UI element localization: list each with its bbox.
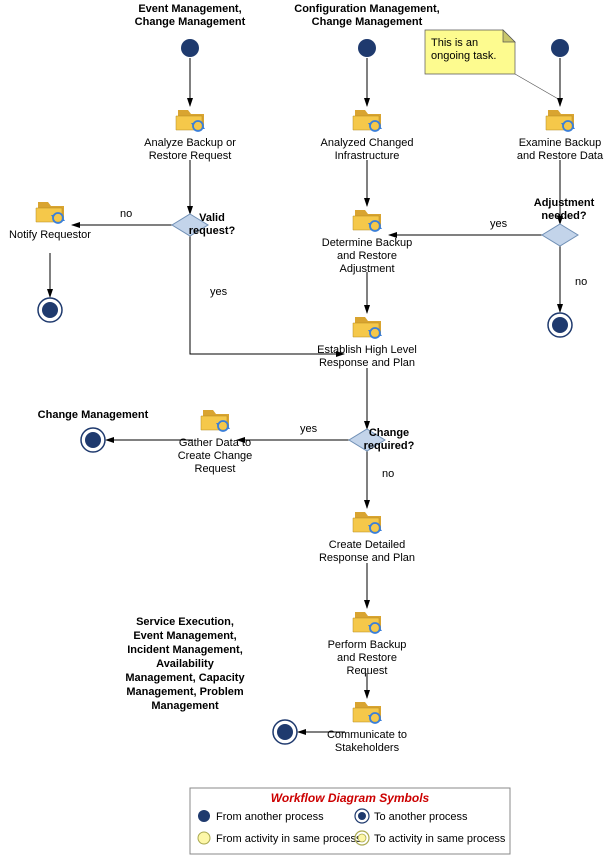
svg-text:and Restore: and Restore: [337, 250, 397, 262]
svg-text:Change Management: Change Management: [312, 16, 423, 28]
svg-text:Management, Capacity: Management, Capacity: [125, 672, 245, 684]
decision-node: [542, 224, 578, 246]
svg-text:Change Management: Change Management: [38, 409, 149, 421]
svg-text:Communicate to: Communicate to: [327, 729, 407, 741]
svg-text:Analyzed Changed: Analyzed Changed: [321, 137, 414, 149]
svg-text:Workflow Diagram Symbols: Workflow Diagram Symbols: [271, 791, 430, 805]
svg-text:Incident Management,: Incident Management,: [127, 644, 243, 656]
svg-text:Valid: Valid: [199, 212, 225, 224]
start-node: [551, 39, 569, 57]
svg-text:Notify Requestor: Notify Requestor: [9, 229, 91, 241]
svg-text:Create Detailed: Create Detailed: [329, 539, 405, 551]
svg-text:ongoing task.: ongoing task.: [431, 50, 496, 62]
svg-text:Analyze Backup or: Analyze Backup or: [144, 137, 236, 149]
svg-text:Request: Request: [347, 665, 388, 677]
svg-text:Perform Backup: Perform Backup: [328, 639, 407, 651]
svg-text:yes: yes: [300, 423, 318, 435]
svg-text:Change: Change: [369, 427, 409, 439]
svg-text:and Restore: and Restore: [337, 652, 397, 664]
svg-text:Stakeholders: Stakeholders: [335, 742, 400, 754]
svg-text:yes: yes: [210, 286, 228, 298]
svg-text:Request: Request: [195, 463, 236, 475]
svg-text:To another process: To another process: [374, 811, 468, 823]
svg-text:no: no: [120, 208, 132, 220]
svg-text:From activity in same process: From activity in same process: [216, 833, 362, 845]
svg-text:Adjustment: Adjustment: [534, 197, 595, 209]
svg-text:no: no: [575, 276, 587, 288]
start-node: [181, 39, 199, 57]
svg-text:Availability: Availability: [156, 658, 215, 670]
svg-text:request?: request?: [189, 225, 236, 237]
svg-text:no: no: [382, 468, 394, 480]
svg-text:Adjustment: Adjustment: [339, 263, 394, 275]
svg-text:Establish High Level: Establish High Level: [317, 344, 417, 356]
svg-text:This is an: This is an: [431, 37, 478, 49]
svg-text:Event Management,: Event Management,: [133, 630, 236, 642]
svg-text:Response and Plan: Response and Plan: [319, 552, 415, 564]
svg-text:To activity in same process: To activity in same process: [374, 833, 506, 845]
svg-text:Configuration Management,: Configuration Management,: [294, 3, 439, 15]
svg-text:Event Management,: Event Management,: [138, 3, 241, 15]
svg-text:Change Management: Change Management: [135, 16, 246, 28]
svg-text:Infrastructure: Infrastructure: [335, 150, 400, 162]
svg-text:Gather Data to: Gather Data to: [179, 437, 251, 449]
svg-text:Response and Plan: Response and Plan: [319, 357, 415, 369]
svg-text:needed?: needed?: [541, 210, 587, 222]
svg-text:Create Change: Create Change: [178, 450, 253, 462]
svg-text:Restore Request: Restore Request: [149, 150, 232, 162]
start-node: [358, 39, 376, 57]
svg-text:Management, Problem: Management, Problem: [126, 686, 244, 698]
svg-text:From another process: From another process: [216, 811, 324, 823]
svg-text:Service Execution,: Service Execution,: [136, 616, 234, 628]
svg-text:and Restore Data: and Restore Data: [517, 150, 604, 162]
svg-text:Management: Management: [151, 700, 219, 712]
svg-text:required?: required?: [364, 440, 415, 452]
svg-text:yes: yes: [490, 218, 508, 230]
svg-text:Determine Backup: Determine Backup: [322, 237, 413, 249]
svg-text:Examine Backup: Examine Backup: [519, 137, 602, 149]
